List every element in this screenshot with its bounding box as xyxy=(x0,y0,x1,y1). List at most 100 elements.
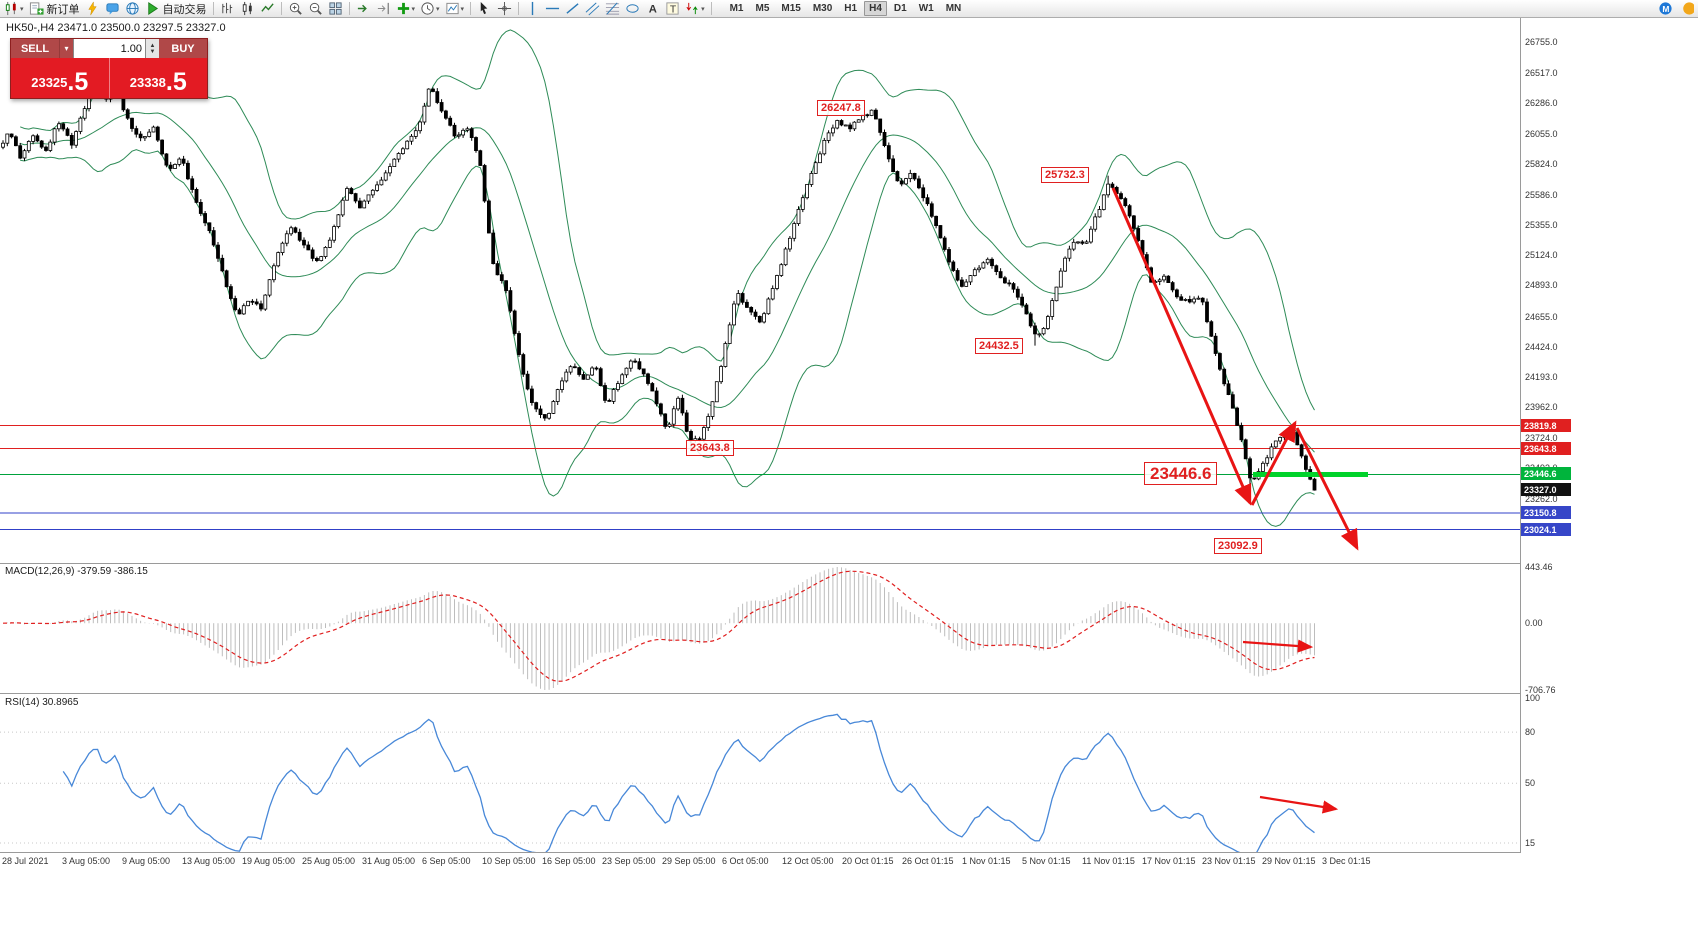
price-callout: 23446.6 xyxy=(1144,462,1218,485)
timeframe-m1[interactable]: M1 xyxy=(729,3,744,14)
time-label: 11 Nov 01:15 xyxy=(1082,856,1135,866)
toolbar-separator xyxy=(470,2,472,15)
price-callout: 24432.5 xyxy=(975,338,1023,354)
channel-icon[interactable] xyxy=(583,1,602,17)
new-chart-icon[interactable]: ▾ xyxy=(2,1,26,17)
step-down-icon[interactable]: ▼ xyxy=(149,48,156,55)
label-icon[interactable]: T xyxy=(663,1,682,17)
chevron-down-icon: ▾ xyxy=(20,5,24,13)
news-icon[interactable] xyxy=(103,1,122,17)
timeframe-h1[interactable]: H1 xyxy=(844,3,858,14)
volume-input[interactable]: 1.00 xyxy=(73,39,146,58)
time-label: 1 Nov 01:15 xyxy=(962,856,1011,866)
time-label: 26 Oct 01:15 xyxy=(902,856,954,866)
trade-panel-prices: 23325.5 23338.5 xyxy=(11,58,207,98)
cursor-icon[interactable] xyxy=(475,1,494,17)
time-label: 6 Sep 05:00 xyxy=(422,856,471,866)
macd-scale-zero: 0.00 xyxy=(1525,618,1543,628)
time-label: 31 Aug 05:00 xyxy=(362,856,416,866)
timeframe-h4[interactable]: H4 xyxy=(864,1,887,16)
arrows-icon[interactable]: ▾ xyxy=(683,1,707,17)
sell-dropdown[interactable]: ▾ xyxy=(59,39,73,58)
chevron-down-icon: ▾ xyxy=(64,44,69,53)
svg-text:T: T xyxy=(670,4,677,15)
mql5-community-icon[interactable]: M xyxy=(1656,1,1675,17)
toolbar-separator xyxy=(348,2,350,15)
price-callout: 25732.3 xyxy=(1041,167,1089,183)
macd-scale-max: 443.46 xyxy=(1525,562,1553,572)
chevron-down-icon: ▾ xyxy=(460,5,465,13)
buy-price[interactable]: 23338.5 xyxy=(110,58,208,98)
community-icon[interactable] xyxy=(123,1,142,17)
time-label: 3 Dec 01:15 xyxy=(1322,856,1371,866)
price-axis-label: 23643.8 xyxy=(1521,442,1571,455)
price-tick: 25124.0 xyxy=(1525,250,1558,260)
text-icon[interactable]: A xyxy=(643,1,662,17)
new-order-button[interactable]: 新订单 xyxy=(27,1,82,17)
help-icon[interactable] xyxy=(1677,1,1696,17)
zoom-out-icon[interactable] xyxy=(306,1,325,17)
rsi-scale-tick: 80 xyxy=(1525,727,1536,737)
price-scale-border xyxy=(1520,18,1521,852)
chevron-down-icon: ▾ xyxy=(436,5,440,13)
time-label: 3 Aug 05:00 xyxy=(62,856,111,866)
timeframe-m5[interactable]: M5 xyxy=(755,3,770,14)
time-label: 17 Nov 01:15 xyxy=(1142,856,1196,866)
price-callout: 23643.8 xyxy=(686,440,734,456)
time-label: 20 Oct 01:15 xyxy=(842,856,894,866)
buy-price-pips: .5 xyxy=(165,68,187,96)
fibonacci-icon[interactable] xyxy=(603,1,622,17)
shapes-icon[interactable] xyxy=(623,1,642,17)
timeframe-mn[interactable]: MN xyxy=(945,3,962,14)
price-axis-label: 23327.0 xyxy=(1521,483,1571,496)
time-label: 12 Oct 05:00 xyxy=(782,856,834,866)
time-label: 23 Nov 01:15 xyxy=(1202,856,1256,866)
price-callout: 23092.9 xyxy=(1214,538,1262,554)
time-label: 5 Nov 01:15 xyxy=(1022,856,1071,866)
price-axis-label: 23446.6 xyxy=(1521,467,1571,480)
templates-icon[interactable]: ▾ xyxy=(443,1,467,17)
price-axis-label: 23819.8 xyxy=(1521,419,1571,432)
tile-windows-icon[interactable] xyxy=(326,1,345,17)
time-label: 23 Sep 05:00 xyxy=(602,856,656,866)
price-tick: 25355.0 xyxy=(1525,220,1558,230)
autotrading-button[interactable]: 自动交易 xyxy=(143,1,209,17)
step-up-icon[interactable]: ▲ xyxy=(149,42,156,49)
price-tick: 25824.0 xyxy=(1525,159,1558,169)
time-label: 16 Sep 05:00 xyxy=(542,856,596,866)
toolbar-right-icons: M xyxy=(1656,1,1696,17)
bar-chart-mode-icon[interactable] xyxy=(218,1,237,17)
crosshair-icon[interactable] xyxy=(495,1,514,17)
sell-price[interactable]: 23325.5 xyxy=(11,58,110,98)
horizontal-line-icon[interactable] xyxy=(543,1,562,17)
toolbar-separator xyxy=(280,2,282,15)
sell-button[interactable]: SELL xyxy=(20,42,50,55)
trendline-icon[interactable] xyxy=(563,1,582,17)
vertical-line-icon[interactable] xyxy=(523,1,542,17)
svg-text:A: A xyxy=(649,4,657,16)
price-tick: 26055.0 xyxy=(1525,129,1558,139)
line-chart-mode-icon[interactable] xyxy=(258,1,277,17)
timeframe-d1[interactable]: D1 xyxy=(893,3,907,14)
timeframe-m15[interactable]: M15 xyxy=(781,3,801,14)
pane-separator[interactable] xyxy=(0,563,1578,564)
chart-canvas[interactable] xyxy=(0,18,1520,852)
metaeditor-icon[interactable] xyxy=(83,1,102,17)
time-label: 10 Sep 05:00 xyxy=(482,856,536,866)
auto-scroll-icon[interactable] xyxy=(354,1,373,17)
pane-separator[interactable] xyxy=(0,693,1578,694)
candle-chart-mode-icon[interactable] xyxy=(238,1,257,17)
periods-icon[interactable]: ▾ xyxy=(418,1,442,17)
timeframe-w1[interactable]: W1 xyxy=(918,3,934,14)
buy-button[interactable]: BUY xyxy=(171,42,195,55)
indicators-icon[interactable]: ▾ xyxy=(394,1,418,17)
chart-shift-icon[interactable] xyxy=(374,1,393,17)
rsi-scale-tick: 15 xyxy=(1525,838,1536,848)
timeframe-m30[interactable]: M30 xyxy=(812,3,833,14)
chevron-down-icon: ▾ xyxy=(411,5,416,13)
volume-stepper[interactable]: ▲ ▼ xyxy=(146,39,159,58)
time-label: 19 Aug 05:00 xyxy=(242,856,296,866)
sell-price-pips: .5 xyxy=(67,68,89,96)
zoom-in-icon[interactable] xyxy=(286,1,305,17)
